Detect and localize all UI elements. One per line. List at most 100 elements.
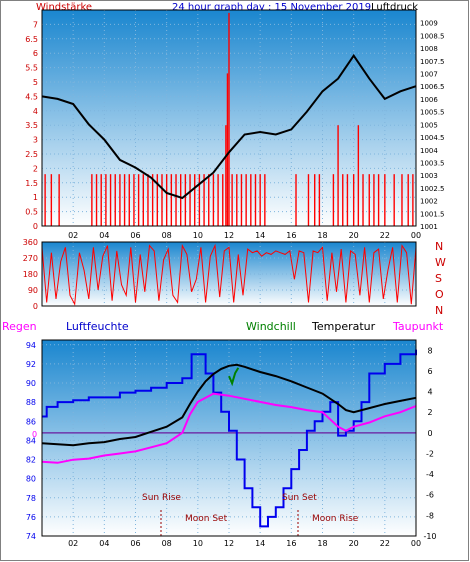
humidity-label: Luftfeuchte <box>66 320 129 333</box>
wind-tick-label: 3.5 <box>25 121 38 130</box>
humidity-tick-label: 92 <box>26 360 36 369</box>
wind-tick-label: 2.5 <box>25 150 38 159</box>
temperature-tick-label: 8 <box>427 346 432 355</box>
windchill-line <box>228 367 240 387</box>
wind-pressure-panel: 0 0.5 1 1.5 2 2.5 3 3.5 4 4.5 5 5.5 6 6.5 7 1001 1001.5… <box>25 9 445 240</box>
wind-tick-label: 3 <box>33 136 38 145</box>
rain-label: Regen <box>2 320 37 333</box>
time-tick-label: 00 <box>411 539 421 548</box>
pressure-line <box>41 53 417 200</box>
temperature-tick-label: -10 <box>423 532 436 541</box>
wind-direction-series <box>41 243 417 306</box>
wind-tick-label: 0.5 <box>25 208 38 217</box>
pressure-tick-label: 1009 <box>420 20 438 28</box>
pressure-tick-label: 1001 <box>420 223 438 231</box>
humidity-temperature-border <box>41 339 417 537</box>
time-tick-label: 18 <box>317 231 327 240</box>
temperature-tick-label: 2 <box>427 408 432 417</box>
rain-zero-marker: 0 <box>32 430 37 439</box>
dir-label-n-bottom: N <box>435 304 443 317</box>
time-tick-label: 18 <box>317 539 327 548</box>
wind-tick-label: 4.5 <box>25 92 38 101</box>
temperature-tick-label: -6 <box>426 491 434 500</box>
pressure-tick-label: 1005.5 <box>420 109 445 117</box>
humidity-axis: 74 76 78 80 82 84 86 88 90 92 94 <box>26 341 36 541</box>
time-tick-label: 22 <box>380 231 390 240</box>
sunrise-label: Sun Rise <box>142 493 181 503</box>
time-tick-label: 12 <box>224 231 234 240</box>
time-tick-label: 22 <box>380 539 390 548</box>
humidity-tick-label: 84 <box>26 436 36 445</box>
time-tick-label: 04 <box>99 231 109 240</box>
pressure-axis: 1001 1001.5 1002 1002.5 1003 1003.5 1004 1004.5… <box>420 20 445 231</box>
pressure-tick-label: 1001.5 <box>420 210 445 218</box>
wind-tick-label: 1.5 <box>25 179 38 188</box>
wind-direction-line <box>41 243 417 306</box>
humidity-tick-label: 90 <box>26 379 36 388</box>
temperature-tick-label: 4 <box>427 388 432 397</box>
wind-tick-label: 6.5 <box>25 35 38 44</box>
astronomical-events: Sun Rise Moon Set Sun Set Moon Rise <box>142 493 359 536</box>
humidity-tick-label: 86 <box>26 417 36 426</box>
humidity-temperature-panel: Sun Rise Moon Set Sun Set Moon Rise 74 76… <box>26 339 437 548</box>
temperature-line <box>41 363 417 447</box>
windchill-label: Windchill <box>246 320 296 333</box>
wind-direction-border <box>41 241 417 307</box>
pressure-tick-label: 1004 <box>420 147 438 155</box>
moonrise-label: Moon Rise <box>312 514 359 524</box>
wind-direction-panel: 0 90 180 270 360 N W S O N <box>23 238 446 317</box>
time-tick-label: 02 <box>68 231 78 240</box>
time-tick-label: 04 <box>99 539 109 548</box>
pressure-tick-label: 1007 <box>420 71 438 79</box>
dir-label-s: S <box>435 272 442 285</box>
moonset-label: Moon Set <box>185 514 228 524</box>
humidity-tick-label: 82 <box>26 456 36 465</box>
sunset-label: Sun Set <box>282 493 317 503</box>
graph-title: 24 hour graph day : 15 November 2019 <box>172 2 371 13</box>
pressure-tick-label: 1003.5 <box>420 159 445 167</box>
temperature-axis: -10 -8 -6 -4 -2 0 2 4 6 8 <box>423 346 436 541</box>
pressure-tick-label: 1007.5 <box>420 58 445 66</box>
direction-tick-label: 270 <box>23 254 38 263</box>
wind-tick-label: 2 <box>33 164 38 173</box>
temperature-tick-label: -2 <box>426 449 434 458</box>
direction-tick-label: 180 <box>23 270 38 279</box>
pressure-tick-label: 1003 <box>420 172 438 180</box>
humidity-temperature-time-axis: 02 04 06 08 10 12 14 16 18 20 22 00 <box>68 539 421 548</box>
temperature-tick-label: -8 <box>426 511 434 520</box>
wind-pressure-time-axis: 02 04 06 08 10 12 14 16 18 20 22 00 <box>68 231 421 240</box>
time-tick-label: 16 <box>286 231 296 240</box>
dir-label-o: O <box>435 288 444 301</box>
dewpoint-line <box>41 392 417 464</box>
time-tick-label: 08 <box>162 539 172 548</box>
pressure-label: Luftdruck <box>371 2 418 13</box>
humidity-tick-label: 78 <box>26 494 36 503</box>
time-tick-label: 14 <box>255 539 265 548</box>
pressure-tick-label: 1008.5 <box>420 32 445 40</box>
direction-tick-label: 0 <box>33 302 38 311</box>
time-tick-label: 02 <box>68 539 78 548</box>
direction-tick-label: 360 <box>23 238 38 247</box>
wind-speed-series <box>44 12 414 226</box>
wind-tick-label: 6 <box>33 49 38 58</box>
humidity-temperature-series <box>41 349 417 528</box>
time-tick-label: 06 <box>130 539 140 548</box>
pressure-tick-label: 1008 <box>420 45 438 53</box>
humidity-tick-label: 74 <box>26 532 36 541</box>
time-tick-label: 00 <box>411 231 421 240</box>
pressure-tick-label: 1006 <box>420 96 438 104</box>
pressure-tick-label: 1002.5 <box>420 185 445 193</box>
wind-speed-axis: 0 0.5 1 1.5 2 2.5 3 3.5 4 4.5 5 5.5 6 6.5 7 <box>25 20 38 231</box>
time-tick-label: 08 <box>162 231 172 240</box>
wind-tick-label: 5.5 <box>25 64 38 73</box>
temperature-label: Temperatur <box>311 320 376 333</box>
humidity-temperature-plot-area <box>42 340 416 536</box>
wind-strength-label: Windstärke <box>36 2 92 13</box>
direction-tick-label: 90 <box>28 286 38 295</box>
wind-tick-label: 0 <box>33 222 38 231</box>
pressure-tick-label: 1005 <box>420 121 438 129</box>
time-tick-label: 20 <box>349 231 359 240</box>
time-tick-label: 14 <box>255 231 265 240</box>
pressure-tick-label: 1002 <box>420 198 438 206</box>
